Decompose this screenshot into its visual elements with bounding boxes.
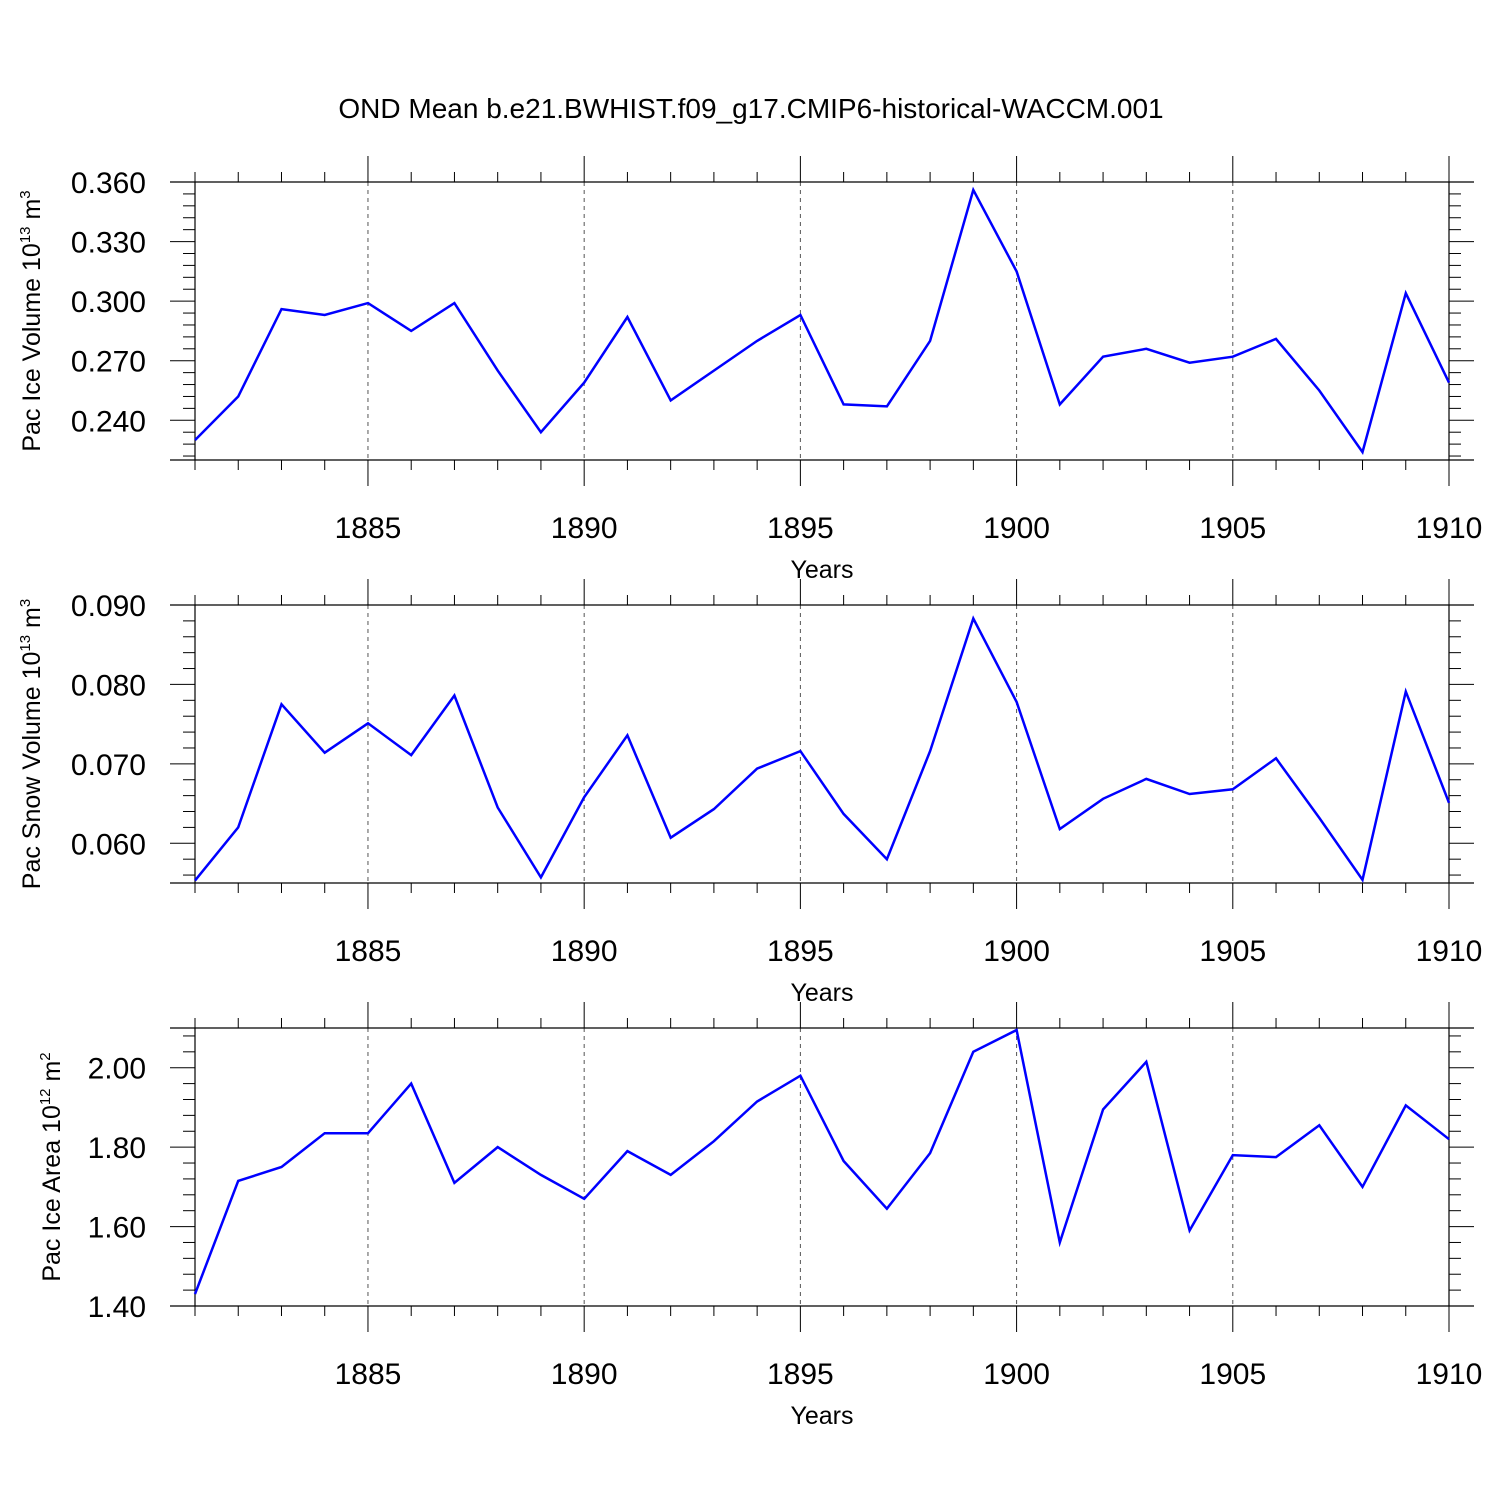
y-tick-label: 2.00 (88, 1053, 146, 1086)
x-axis-label: Years (790, 556, 853, 584)
y-tick-label: 0.070 (71, 749, 146, 782)
x-tick-label: 1905 (1199, 935, 1266, 968)
y-axis-label: Pac Ice Volume 1013 m3 (17, 190, 46, 451)
x-tick-label: 1895 (767, 935, 834, 968)
x-tick-label: 1890 (551, 935, 618, 968)
panel-1: 1885 1890 1895 1900 1905 1910 Years 0.240 0.270 0… (17, 156, 1482, 584)
panel-3: 1885 1890 1895 1900 1905 1910 Years 1.40 1.60 1.8… (37, 1002, 1482, 1430)
x-tick-label: 1890 (551, 1358, 618, 1391)
x-tick-label: 1885 (335, 512, 402, 545)
y-tick-label: 0.300 (71, 286, 146, 319)
y-tick-label: 1.40 (88, 1291, 146, 1324)
y-tick-label: 0.090 (71, 590, 146, 623)
x-tick-label: 1910 (1416, 1358, 1483, 1391)
y-tick-label: 0.060 (71, 828, 146, 861)
y-tick-label: 1.80 (88, 1132, 146, 1165)
x-tick-label: 1900 (983, 935, 1050, 968)
y-axis-label: Pac Snow Volume 1013 m3 (17, 599, 46, 889)
x-tick-label: 1895 (767, 1358, 834, 1391)
x-tick-label: 1900 (983, 512, 1050, 545)
panel-2: 1885 1890 1895 1900 1905 1910 Years 0.060 0.070 0… (17, 579, 1482, 1007)
x-axis-label: Years (790, 979, 853, 1007)
x-tick-label: 1905 (1199, 512, 1266, 545)
y-tick-label: 0.330 (71, 227, 146, 260)
y-tick-label: 0.080 (71, 669, 146, 702)
x-tick-label: 1905 (1199, 1358, 1266, 1391)
x-tick-label: 1885 (335, 1358, 402, 1391)
y-tick-label: 0.240 (71, 405, 146, 438)
series-line-pac-ice-area (193, 1028, 1450, 1295)
panels: 1885 1890 1895 1900 1905 1910 Years 0.240 0.270 0… (17, 156, 1482, 1430)
y-tick-label: 1.60 (88, 1212, 146, 1245)
y-tick-label: 0.270 (71, 346, 146, 379)
y-tick-label: 0.360 (71, 167, 146, 200)
x-tick-label: 1900 (983, 1358, 1050, 1391)
chart-title: OND Mean b.e21.BWHIST.f09_g17.CMIP6-hist… (338, 93, 1163, 124)
y-axis-label: Pac Ice Area 1012 m2 (37, 1052, 66, 1281)
x-tick-label: 1910 (1416, 512, 1483, 545)
x-tick-label: 1885 (335, 935, 402, 968)
x-tick-label: 1890 (551, 512, 618, 545)
series-line-pac-snow-volume (194, 615, 1451, 883)
x-tick-label: 1895 (767, 512, 834, 545)
x-tick-label: 1910 (1416, 935, 1483, 968)
series-line-pac-ice-volume (194, 186, 1451, 455)
x-axis-label: Years (790, 1402, 853, 1430)
